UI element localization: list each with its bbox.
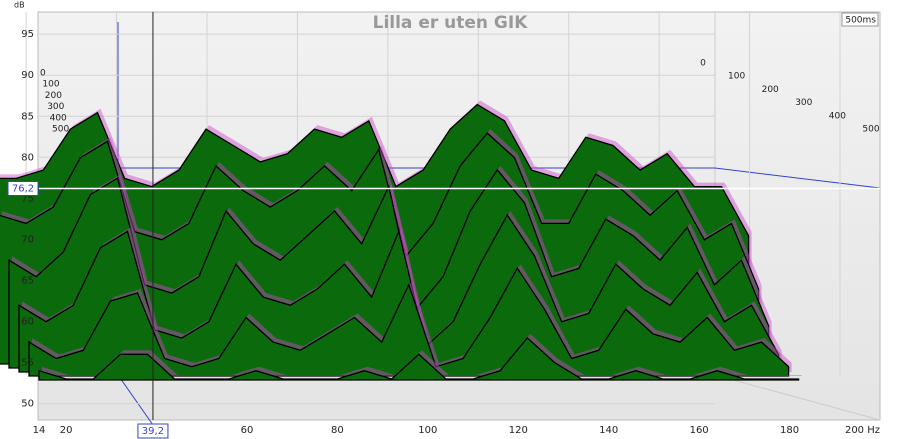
z-tick-label: 500: [52, 125, 69, 135]
time-readout: 500ms: [845, 16, 876, 26]
x-tick-label: 200 Hz: [845, 425, 880, 436]
slice: [38, 336, 800, 381]
y-tick-label: 60: [21, 316, 34, 327]
slice-halo: [42, 333, 802, 376]
x-tick-label: 160: [690, 425, 709, 436]
y-tick-label: 75: [21, 193, 34, 204]
z-tick-label: 200: [762, 85, 779, 95]
z-tick-label: 500: [862, 125, 879, 135]
cursor-y-box: [7, 180, 39, 196]
z-tick-label: 0: [40, 69, 46, 79]
z-tick-label: 300: [47, 102, 64, 112]
y-tick-label: 65: [21, 275, 34, 286]
time-readout-box: [841, 12, 879, 27]
y-tick-label: 90: [21, 70, 34, 81]
z-tick-label: 400: [829, 111, 846, 121]
z-tick-label: 100: [728, 72, 745, 82]
y-tick-label: 55: [21, 358, 34, 369]
x-tick-label: 20: [60, 425, 73, 436]
z-tick-label: 200: [45, 91, 62, 101]
chart-title: Lilla er uten GIK: [373, 13, 529, 33]
cursor-x-box: [137, 423, 169, 439]
y-axis-label: dB: [14, 1, 25, 10]
cursor-floor-line: [117, 374, 154, 426]
x-tick-label: 100: [418, 425, 437, 436]
slice: [18, 213, 780, 373]
y-tick-label: 70: [21, 234, 34, 245]
x-tick-label: 60: [241, 425, 254, 436]
z-tick-label: 0: [700, 59, 706, 69]
slice: [28, 266, 790, 377]
x-tick-label: 80: [331, 425, 344, 436]
x-tick-label: 120: [509, 425, 528, 436]
x-tick-label: 140: [599, 425, 618, 436]
z-tick-label: 300: [795, 98, 812, 108]
y-tick-label: 95: [21, 29, 34, 40]
z-tick-label: 400: [50, 113, 67, 123]
z-tick-label: 100: [42, 80, 59, 90]
y-tick-label: 50: [21, 399, 34, 410]
x-tick-label: 180: [780, 425, 799, 436]
floor-edge: [714, 374, 881, 421]
y-tick-label: 80: [21, 152, 34, 163]
y-tick-label: 85: [21, 111, 34, 122]
cursor-x-label: 39,2: [142, 426, 164, 437]
cursor-y-label: 76,2: [12, 183, 34, 194]
cursor-back-line: [714, 167, 881, 189]
x-tick-label: 14: [33, 425, 46, 436]
